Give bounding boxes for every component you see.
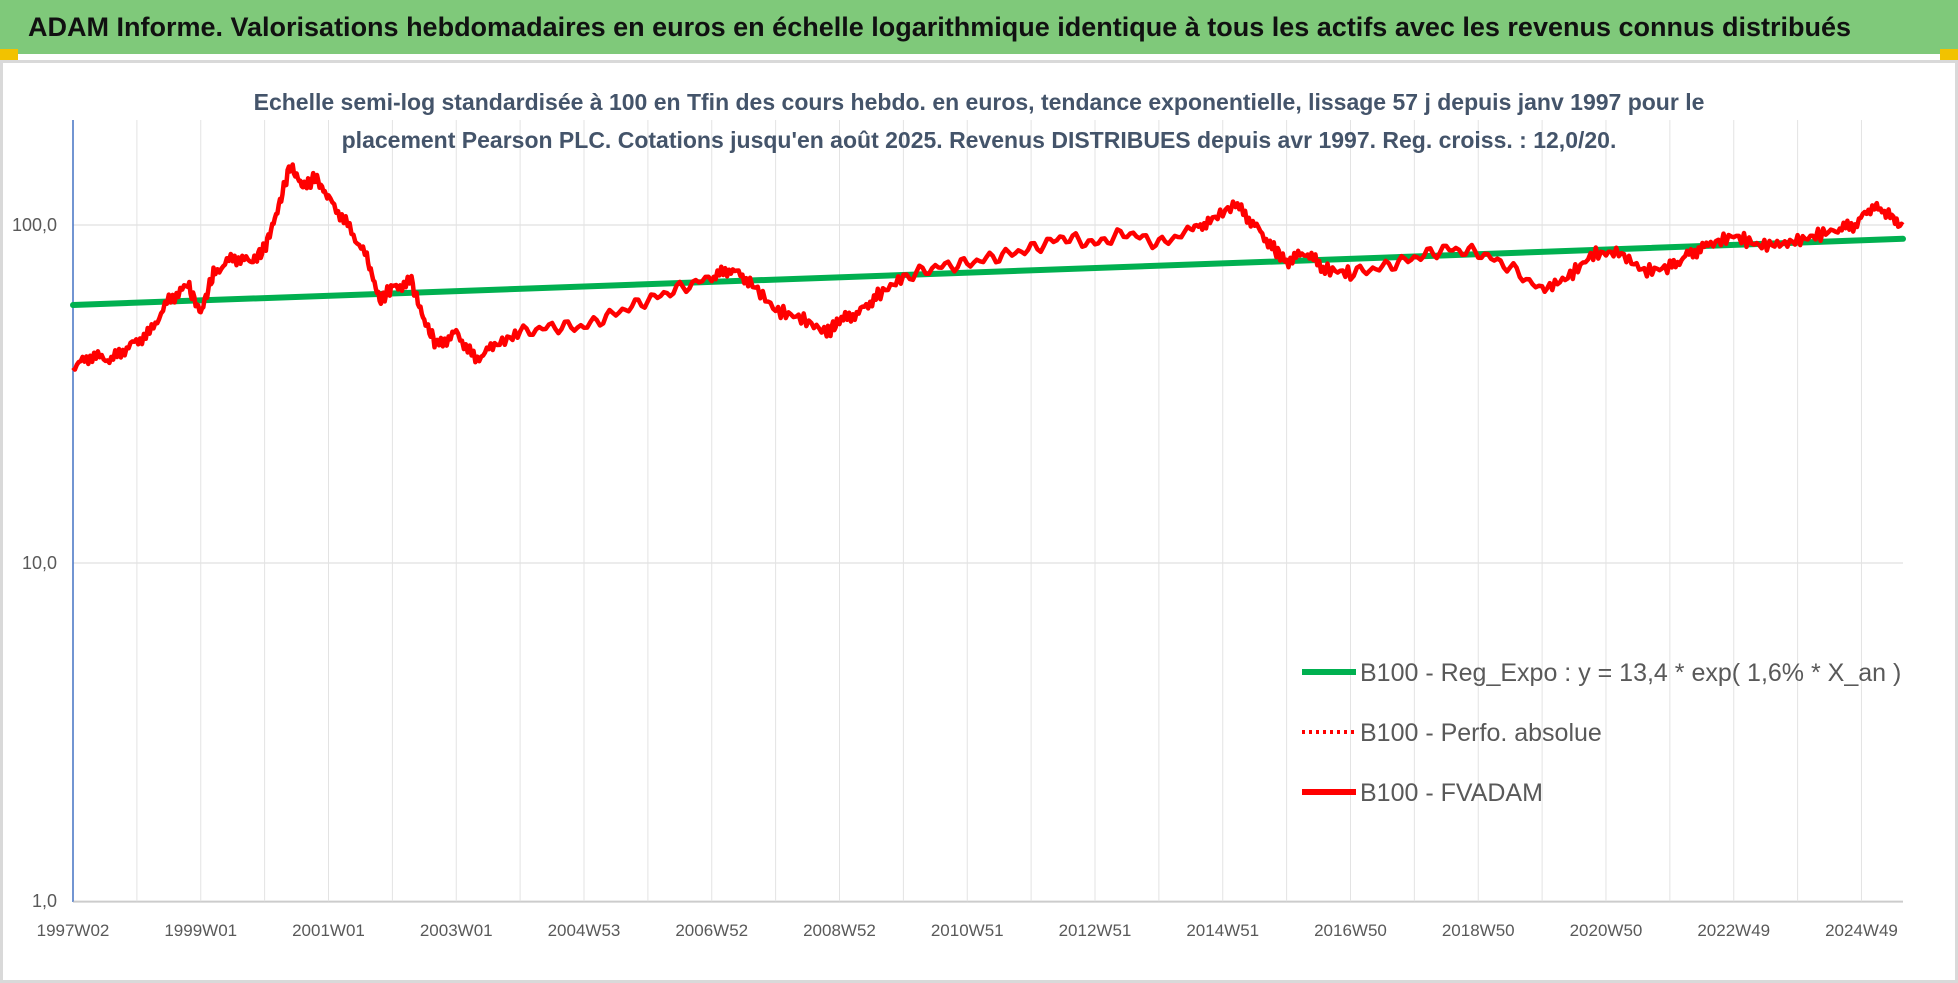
y-tick-label: 100,0 (12, 215, 57, 235)
x-tick-label: 2006W52 (675, 921, 748, 940)
corner-marker-left (0, 49, 18, 61)
x-tick-label: 2016W50 (1314, 921, 1387, 940)
legend-label: B100 - FVADAM (1360, 779, 1543, 807)
legend-label: B100 - Perfo. absolue (1360, 719, 1602, 747)
chart-series (70, 162, 1906, 372)
series-line-trend (70, 235, 1906, 308)
x-tick-label: 2010W51 (931, 921, 1004, 940)
x-tick-label: 2022W49 (1697, 921, 1770, 940)
x-axis: 1997W02 1999W01 2001W01 2003W01 2004W53 2006W… (37, 901, 1903, 940)
y-axis: 1,0 10,0 100,0 (12, 120, 74, 911)
page-title: ADAM Informe. Valorisations hebdomadaire… (28, 11, 1852, 42)
chart-grid (72, 120, 1903, 902)
x-tick-label: 2018W50 (1442, 921, 1515, 940)
corner-marker-right (1940, 49, 1958, 61)
x-tick-label: 2004W53 (548, 921, 621, 940)
chart-subtitle-line-2: placement Pearson PLC. Cotations jusqu'e… (342, 127, 1617, 153)
x-tick-label: 2014W51 (1186, 921, 1259, 940)
series-line-fvadam (71, 162, 1905, 372)
page-banner: ADAM Informe. Valorisations hebdomadaire… (0, 0, 1958, 54)
y-tick-label: 1,0 (32, 891, 57, 911)
chart-frame (0, 60, 1958, 983)
x-tick-label: 2008W52 (803, 921, 876, 940)
x-tick-label: 1999W01 (164, 921, 237, 940)
x-tick-label: 1997W02 (37, 921, 110, 940)
x-tick-label: 2020W50 (1570, 921, 1643, 940)
x-tick-label: 2024W49 (1825, 921, 1898, 940)
x-tick-label: 2012W51 (1059, 921, 1132, 940)
y-tick-label: 10,0 (22, 553, 57, 573)
x-tick-label: 2001W01 (292, 921, 365, 940)
chart-legend: B100 - Reg_Expo : y = 13,4 * exp( 1,6% *… (1302, 659, 1901, 807)
legend-label: B100 - Reg_Expo : y = 13,4 * exp( 1,6% *… (1360, 659, 1901, 687)
x-tick-label: 2003W01 (420, 921, 493, 940)
chart-subtitle-line-1: Echelle semi-log standardisée à 100 en T… (254, 89, 1705, 115)
